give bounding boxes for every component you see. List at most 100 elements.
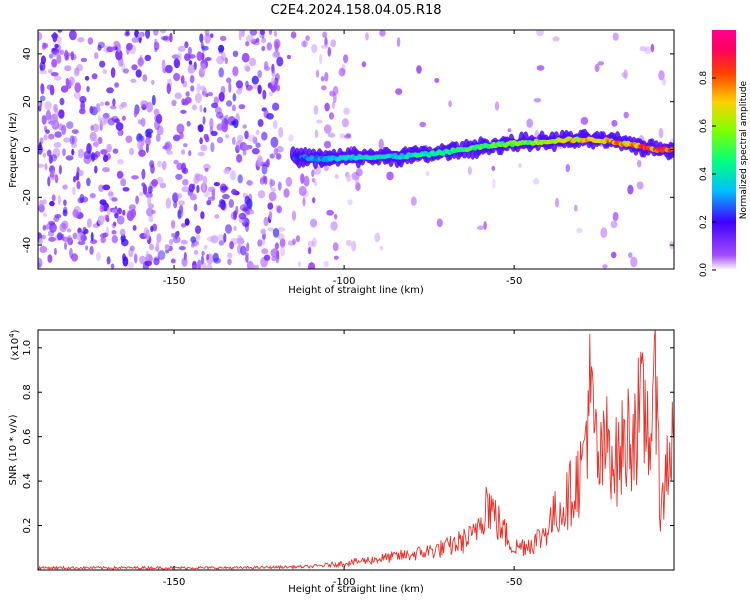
x-tick-label: -50: [506, 276, 522, 287]
noise-blob: [139, 191, 144, 197]
noise-blob: [263, 175, 268, 185]
noise-blob: [261, 131, 268, 141]
noise-blob: [272, 52, 279, 59]
noise-blob: [374, 232, 381, 243]
noise-blob: [307, 240, 315, 247]
noise-blob: [223, 232, 227, 243]
noise-blob: [80, 57, 88, 63]
noise-blob: [39, 199, 43, 207]
noise-blob: [276, 56, 284, 67]
noise-blob: [308, 262, 316, 269]
noise-blob: [236, 154, 243, 163]
noise-blob: [111, 230, 117, 235]
noise-blob: [324, 36, 328, 48]
noise-blob: [190, 85, 195, 92]
noise-blob: [181, 186, 190, 193]
noise-blob: [99, 60, 106, 68]
noise-blob: [41, 115, 47, 125]
noise-blob: [146, 207, 154, 217]
noise-blob: [232, 66, 239, 77]
noise-blob: [202, 175, 208, 185]
noise-blob: [297, 261, 301, 268]
noise-blob: [171, 99, 177, 107]
noise-blob: [39, 137, 44, 144]
noise-blob: [346, 173, 351, 183]
y-tick-label: 1.0: [22, 340, 33, 356]
noise-blob: [201, 90, 206, 96]
y-tick-label: 0.6: [22, 429, 33, 445]
noise-blob: [80, 234, 85, 242]
noise-blob: [204, 167, 209, 172]
noise-blob: [40, 83, 44, 92]
noise-blob: [57, 30, 63, 33]
noise-blob: [266, 42, 272, 51]
noise-blob: [436, 218, 443, 228]
noise-blob: [188, 183, 195, 193]
noise-blob: [243, 64, 250, 72]
noise-blob: [173, 58, 181, 69]
noise-blob: [72, 186, 76, 196]
noise-blob: [330, 221, 338, 231]
noise-blob: [233, 225, 237, 231]
noise-blob: [183, 143, 188, 148]
snr-panel: -150 -100 -50 0.2 0.4 0.6 0.8 1.0 Height of st…: [8, 329, 675, 595]
noise-blob: [343, 54, 349, 64]
noise-blob: [49, 173, 55, 178]
noise-blob: [351, 171, 360, 181]
noise-blob: [97, 44, 102, 51]
x-tick-label: -100: [333, 577, 356, 588]
noise-blob: [110, 263, 115, 269]
noise-blob: [112, 208, 119, 214]
noise-blob: [174, 231, 178, 240]
colorbar-tick-label: 0.8: [699, 71, 709, 86]
noise-blob: [61, 220, 69, 230]
noise-blob: [321, 85, 327, 91]
noise-blob: [218, 91, 225, 102]
noise-blob: [416, 65, 422, 74]
x-tick-label: -150: [163, 577, 186, 588]
noise-blob: [245, 254, 249, 263]
noise-blob: [165, 197, 172, 209]
noise-blob: [161, 160, 167, 171]
noise-blob: [191, 104, 198, 111]
noise-blob: [205, 57, 212, 61]
noise-blob: [172, 235, 181, 244]
noise-blob: [77, 37, 85, 43]
noise-blob: [38, 163, 45, 168]
noise-blob: [278, 127, 284, 138]
noise-blob: [216, 55, 225, 65]
noise-blob: [143, 227, 149, 238]
noise-blob: [196, 184, 200, 194]
noise-blob: [245, 222, 249, 232]
y-tick-label: 20: [22, 95, 33, 108]
noise-blob: [131, 37, 140, 43]
noise-blob: [151, 209, 156, 214]
noise-blob: [153, 257, 160, 266]
noise-blob: [311, 44, 318, 53]
noise-blob: [142, 261, 149, 269]
noise-blob: [248, 134, 256, 142]
noise-blob: [241, 52, 250, 63]
noise-blob: [161, 59, 166, 71]
noise-blob: [51, 33, 59, 39]
noise-blob: [396, 37, 401, 48]
noise-blob: [612, 211, 619, 222]
noise-blob: [180, 75, 185, 84]
noise-blob: [594, 63, 600, 73]
noise-blob: [206, 254, 210, 261]
noise-blob: [62, 148, 66, 157]
noise-blob: [117, 159, 124, 165]
noise-blob: [44, 163, 48, 171]
noise-blob: [206, 263, 213, 269]
noise-blob: [53, 142, 62, 148]
noise-blob: [232, 93, 237, 102]
noise-blob: [334, 174, 339, 179]
noise-blob: [267, 227, 275, 232]
noise-blob: [202, 116, 206, 125]
noise-blob: [170, 258, 176, 264]
noise-blob: [62, 184, 68, 190]
noise-blob: [148, 215, 154, 223]
noise-blob: [69, 30, 77, 41]
noise-blob: [38, 237, 43, 246]
noise-blob: [279, 238, 286, 248]
